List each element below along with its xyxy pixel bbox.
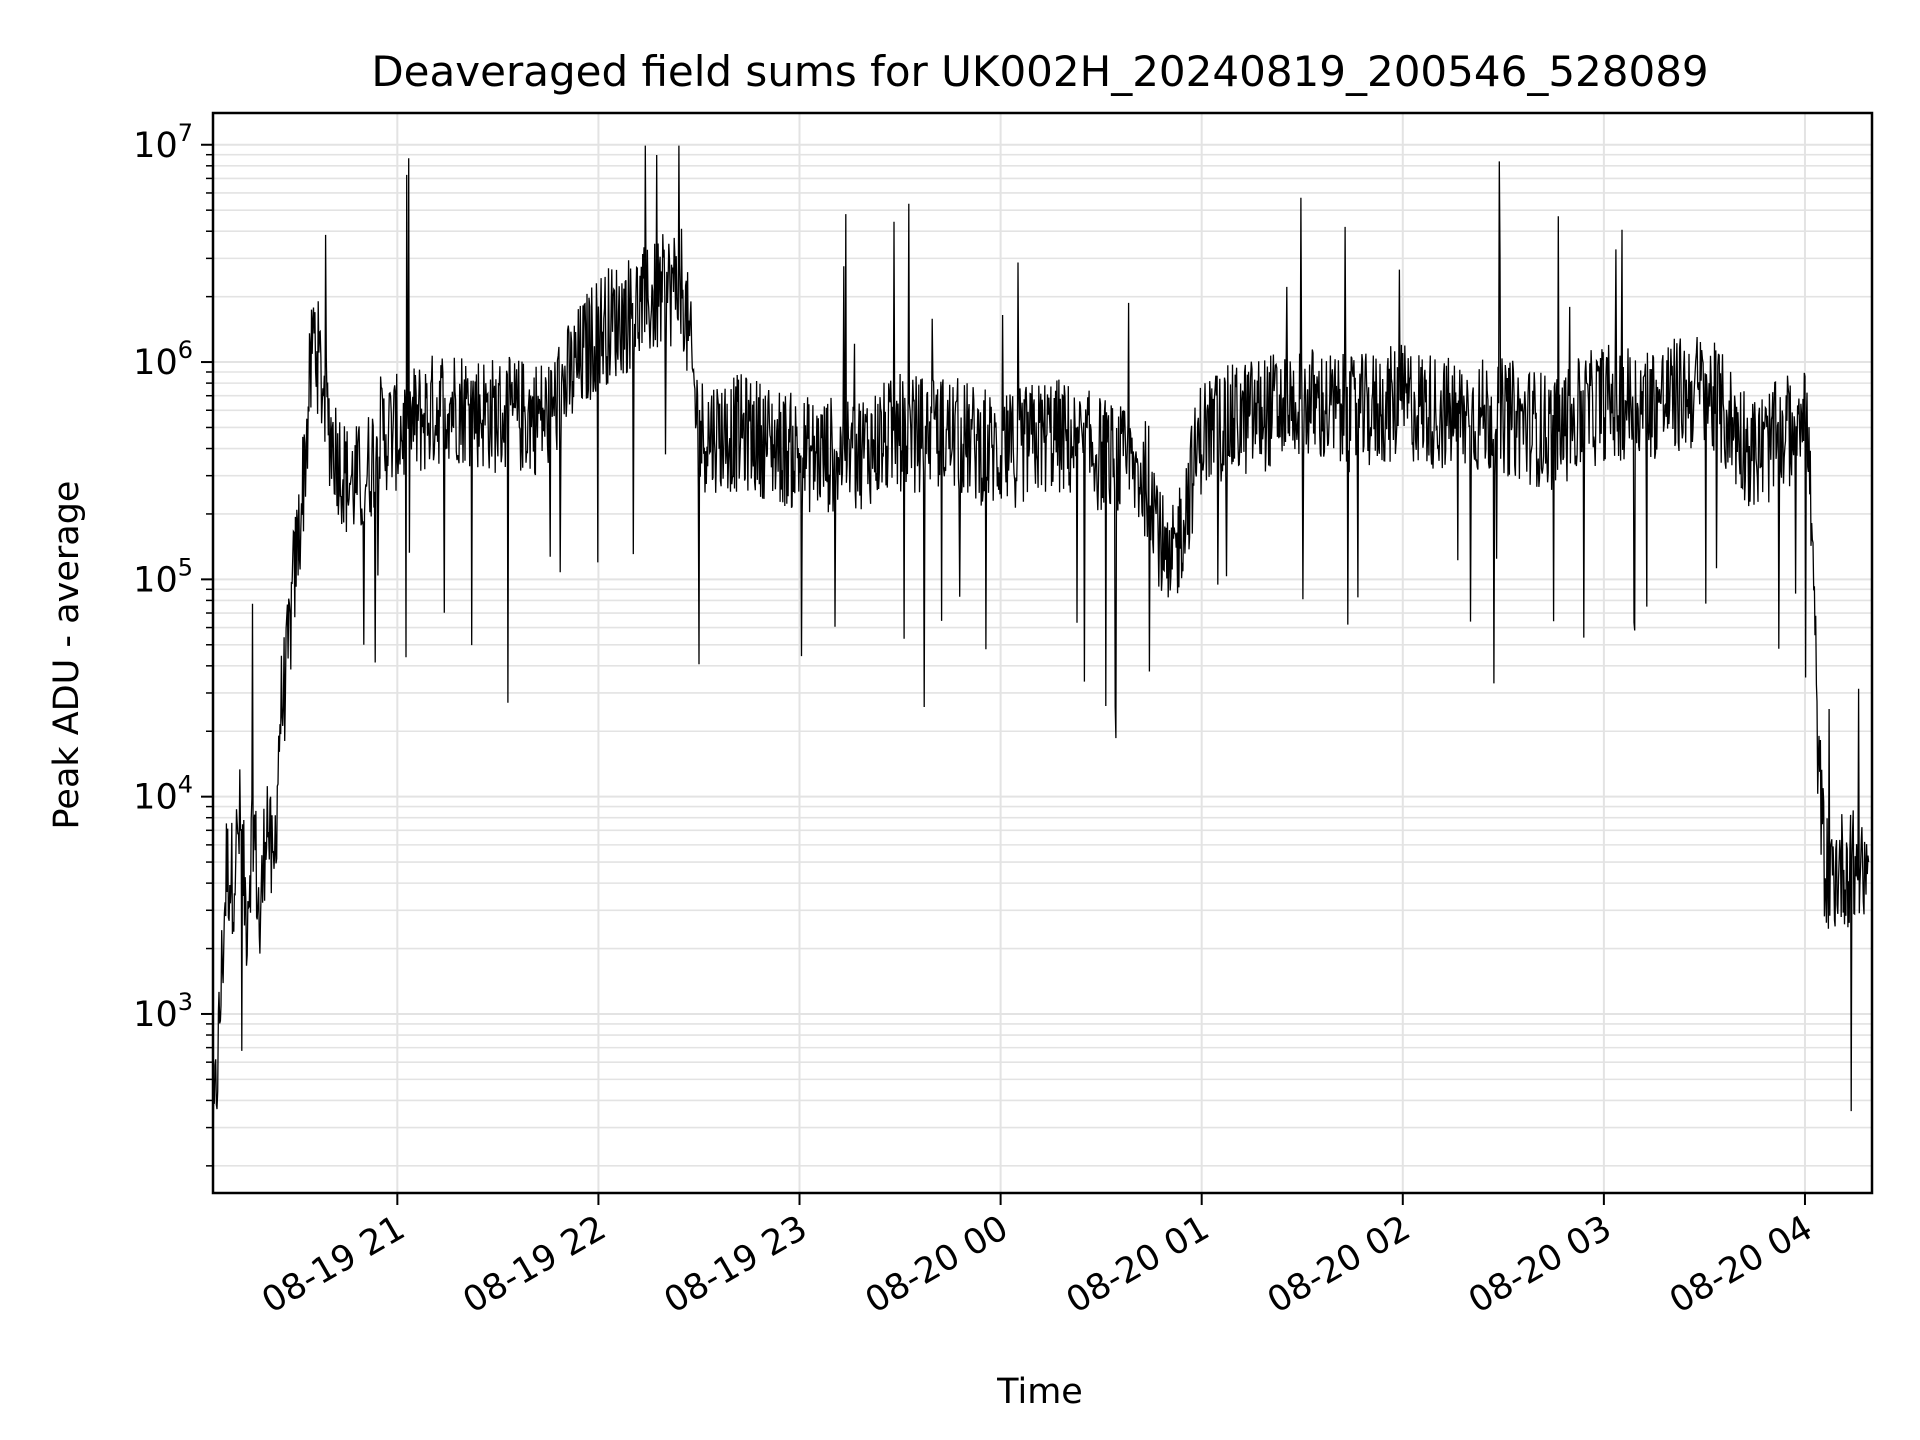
y-tick-exponent: 7: [178, 119, 193, 147]
y-tick-label: 103: [133, 988, 193, 1035]
chart-title: Deaveraged field sums for UK002H_2024081…: [371, 47, 1708, 96]
series-line: [212, 145, 1870, 1175]
y-tick-base: 10: [133, 778, 178, 818]
y-tick-base: 10: [133, 995, 178, 1035]
plot-area: [212, 145, 1870, 1175]
y-tick-exponent: 6: [178, 336, 193, 364]
y-tick-base: 10: [133, 126, 178, 166]
y-tick-base: 10: [133, 560, 178, 600]
axes-frame: [211, 111, 1874, 1195]
x-axis-label: Time: [996, 1372, 1083, 1412]
y-tick-label: 106: [133, 336, 193, 383]
y-tick-exponent: 4: [178, 771, 193, 799]
y-tick-label: 105: [133, 553, 193, 600]
y-tick-label: 104: [133, 771, 193, 818]
y-axis-label: Peak ADU - average: [47, 481, 87, 830]
y-tick-base: 10: [133, 343, 178, 383]
y-tick-exponent: 5: [178, 553, 193, 581]
y-tick-exponent: 3: [178, 988, 193, 1016]
y-tick-label: 107: [133, 119, 193, 166]
